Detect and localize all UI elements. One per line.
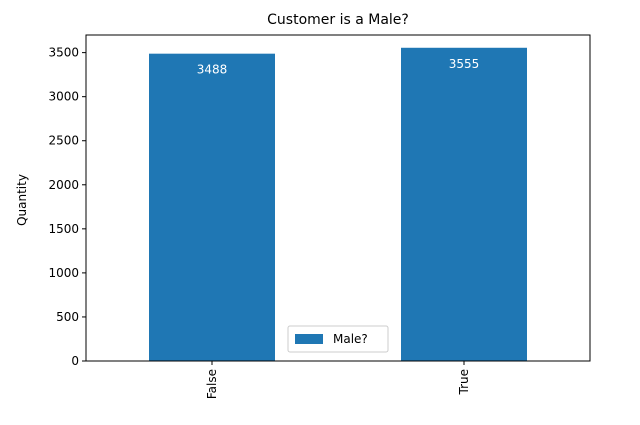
legend-swatch [295, 334, 323, 344]
legend-box [287, 325, 389, 353]
x-tick-label: False [205, 369, 219, 399]
y-tick-label: 3000 [48, 90, 79, 104]
plot-frame [85, 34, 591, 362]
legend-entry: Male? [333, 332, 368, 346]
y-axis-label: Quantity [15, 174, 29, 226]
y-tick-label: 1000 [48, 266, 79, 280]
y-tick-label: 2000 [48, 178, 79, 192]
y-axis-ticks: 0 500 1000 1500 2000 2500 3000 3500 [48, 46, 86, 368]
x-tick-label: True [457, 369, 471, 396]
y-tick-label: 3500 [48, 46, 79, 60]
y-tick-label: 2500 [48, 134, 79, 148]
data-labels-group: 3488 3555 [197, 57, 480, 77]
bar-false [149, 53, 275, 361]
chart-title: Customer is a Male? [267, 12, 409, 28]
x-axis-ticks: False True [205, 361, 471, 399]
y-tick-label: 500 [56, 310, 79, 324]
bar-true [401, 47, 527, 362]
y-tick-label: 1500 [48, 222, 79, 236]
legend: Male? [287, 325, 389, 353]
bars-group [149, 47, 527, 362]
y-tick-label: 0 [71, 354, 79, 368]
data-label-false: 3488 [197, 63, 228, 77]
data-label-true: 3555 [449, 57, 480, 71]
